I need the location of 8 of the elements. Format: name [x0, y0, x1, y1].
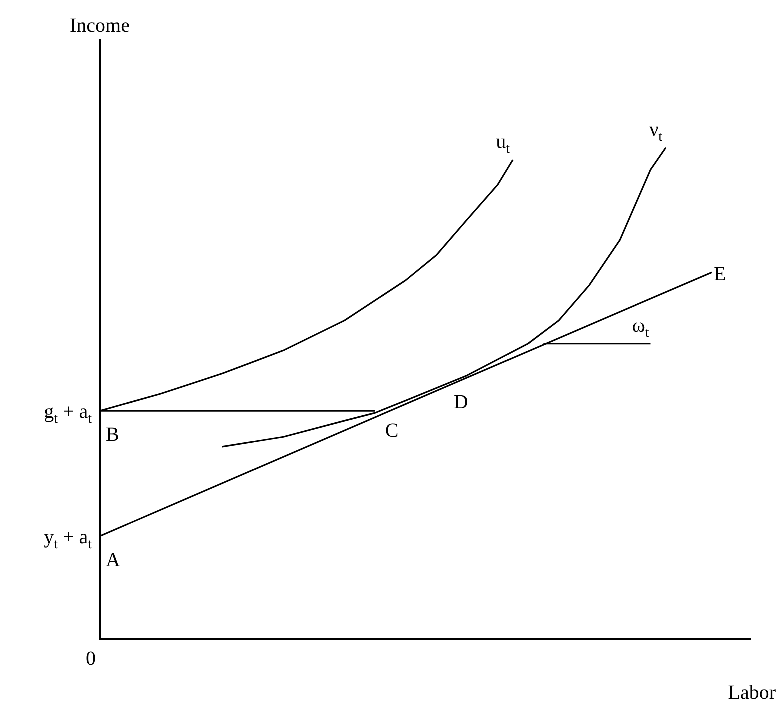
annotation: E [714, 264, 726, 286]
annotation: B [106, 424, 120, 446]
text: 0 [86, 648, 96, 670]
x-axis-title: Labor [728, 682, 776, 703]
annotation: D [454, 391, 468, 414]
annotation: A [106, 549, 121, 572]
annotation: C [385, 420, 399, 442]
text: Income [70, 15, 130, 37]
